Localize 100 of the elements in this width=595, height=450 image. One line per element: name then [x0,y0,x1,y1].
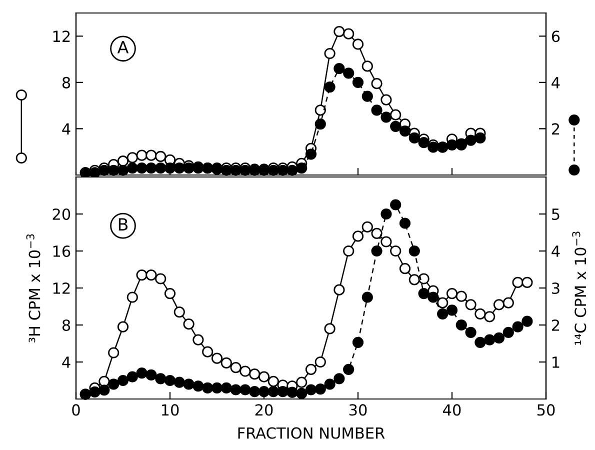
point [146,269,157,281]
point [136,162,148,174]
point [314,118,326,130]
point [155,150,166,162]
point [146,150,157,161]
point [380,94,392,106]
point [126,162,138,174]
point [164,162,176,174]
point [324,48,336,60]
point [192,334,204,346]
x-tick-label: 50 [537,404,555,416]
point [258,386,270,398]
point [277,386,288,398]
point [108,164,120,176]
point [192,380,204,392]
point [474,336,486,348]
point [390,120,402,132]
point [418,273,430,284]
point [512,321,524,332]
point [437,297,448,308]
point [371,104,382,116]
point [98,384,110,396]
point [220,382,232,394]
point [446,139,458,150]
point [380,112,392,123]
point [117,374,129,386]
y-tick-label: 4 [62,356,70,368]
point [117,164,129,176]
y2-tick-label: 2 [552,123,560,135]
point [155,273,166,284]
point [399,125,411,137]
y-tick-label: 20 [52,208,70,220]
point [343,364,354,375]
point [522,316,533,327]
y2-tick-label: 4 [552,246,560,257]
point [512,276,524,288]
point [155,373,166,384]
point [380,208,392,220]
point [202,346,214,358]
y-tick-label: 4 [62,123,70,135]
point [174,162,185,174]
point [240,384,251,396]
point [502,326,514,338]
point [155,162,166,174]
y2-tick-label: 1 [552,356,560,368]
point [362,90,373,102]
point [437,308,448,320]
point [343,68,354,79]
point [268,386,279,398]
annotation: B [118,218,128,230]
point [108,347,120,358]
point [352,230,364,242]
point [352,76,364,88]
x-tick-label: 30 [349,404,367,416]
point [343,28,354,40]
point [352,336,364,348]
point [334,62,345,74]
point [474,308,486,320]
point [183,378,194,390]
point [126,371,138,382]
point [249,368,260,380]
y-tick-label: 12 [53,282,70,294]
point [408,274,420,286]
point [522,276,533,288]
point [202,382,214,394]
point [305,364,317,375]
point [117,156,129,167]
point [408,245,420,257]
point [418,137,430,148]
y-tick-label: 8 [62,319,70,332]
point [352,38,364,50]
point [484,311,496,322]
point [362,221,373,233]
point [258,371,270,382]
y-axis-title: ³H CPM x 10$^{−3}$ [26,234,40,342]
point [126,152,138,164]
point [314,104,326,116]
point [362,292,373,303]
point [240,366,251,377]
point [399,218,411,229]
point [174,306,185,318]
point [296,376,308,388]
point [390,199,402,210]
point [446,288,458,300]
point [146,162,157,174]
point [268,376,279,387]
point [296,162,308,174]
point [334,284,345,296]
point [343,245,354,257]
point [456,319,467,331]
point [399,263,411,274]
point [108,378,120,390]
point [474,132,486,144]
x-tick-label: 0 [72,404,80,416]
point [493,299,505,310]
point [324,378,336,390]
point [390,109,402,120]
point [428,292,439,303]
point [230,384,242,396]
x-tick-label: 10 [162,404,179,416]
